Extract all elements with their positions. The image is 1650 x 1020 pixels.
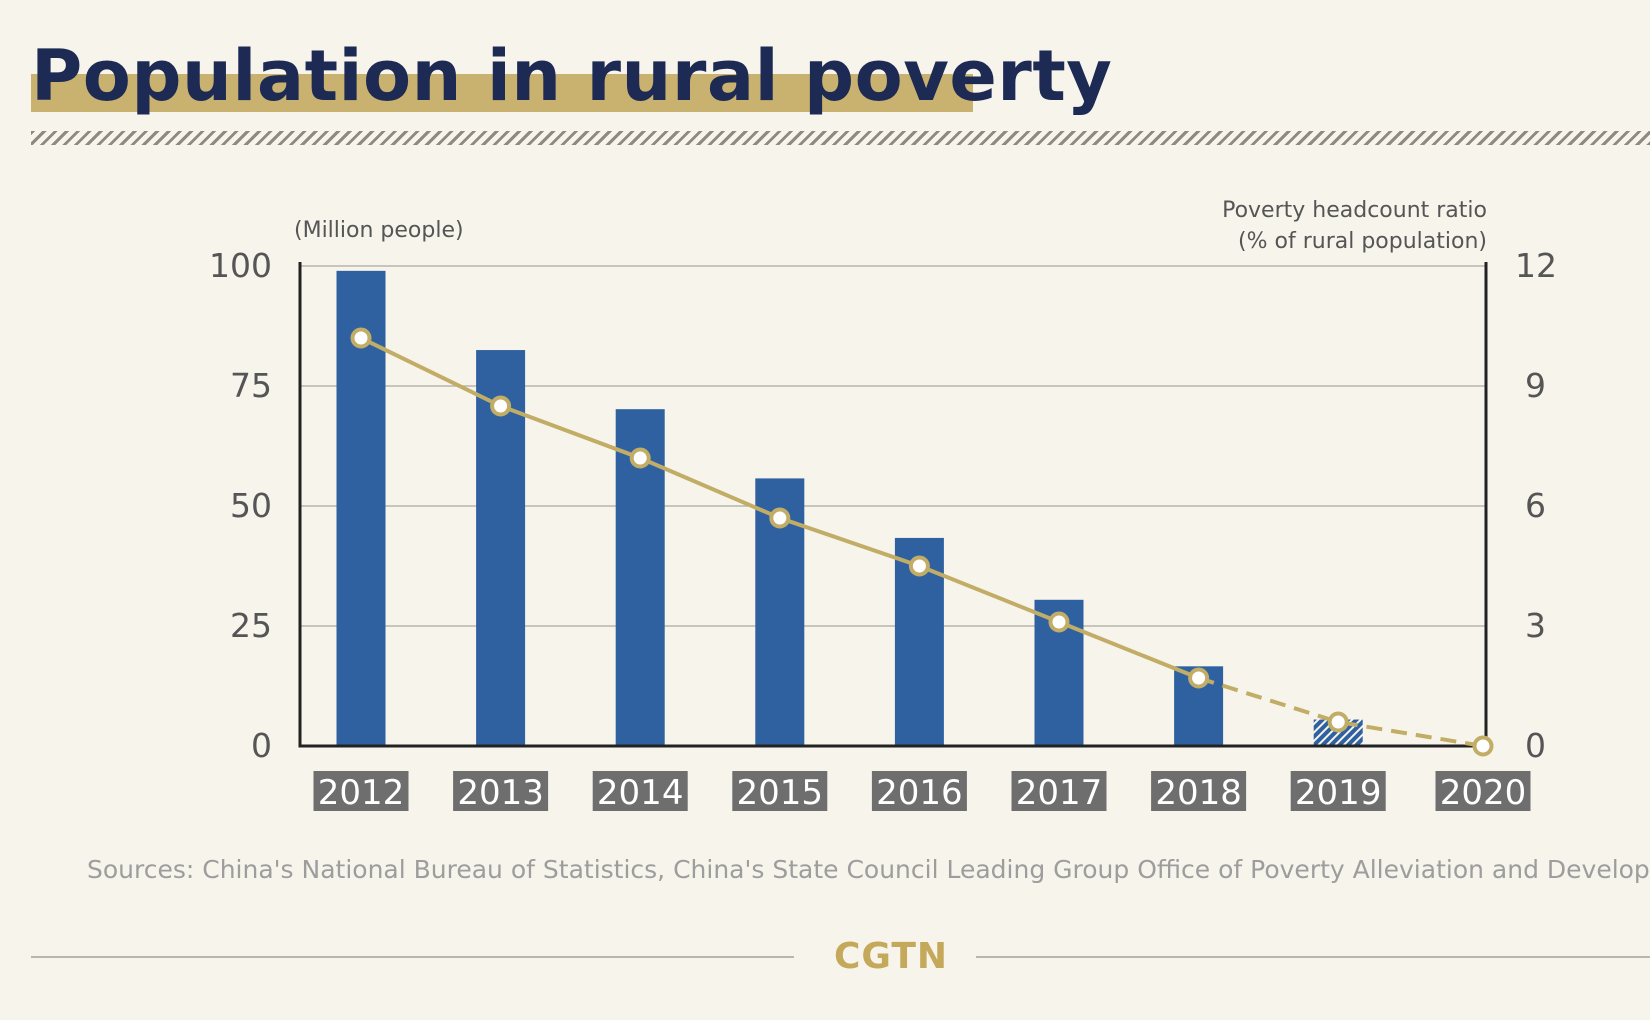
line-point [350, 327, 372, 349]
category-label-bg [1011, 771, 1107, 811]
category-label-bg [1435, 771, 1531, 811]
category-label: 2016 [876, 773, 963, 813]
line-point [1327, 711, 1349, 733]
category-label-bg [592, 771, 688, 811]
bar [336, 270, 386, 746]
chart-title: Population in rural poverty [31, 35, 1113, 117]
line-point [769, 507, 791, 529]
category-label: 2013 [457, 773, 544, 813]
category-label: 2017 [1016, 773, 1103, 813]
left-tick-label: 100 [209, 246, 272, 285]
source-note: Sources: China's National Bureau of Stat… [87, 855, 1650, 884]
left-tick-label: 50 [230, 486, 272, 525]
category-label: 2020 [1440, 773, 1527, 813]
footer-divider-right [976, 956, 1650, 958]
category-label-bg [732, 771, 828, 811]
category-label-bg [871, 771, 967, 811]
right-tick-label: 12 [1515, 246, 1557, 285]
right-tick-label: 9 [1525, 366, 1546, 405]
category-label: 2012 [318, 773, 405, 813]
title-highlight-band [31, 74, 973, 112]
left-tick-label: 75 [230, 366, 272, 405]
line-point [1048, 611, 1070, 633]
line-point [1472, 735, 1494, 757]
right-tick-label: 6 [1525, 486, 1546, 525]
right-axis-title-line-1: Poverty headcount ratio [1222, 198, 1487, 223]
category-label: 2019 [1295, 773, 1382, 813]
footer-divider-left [31, 956, 794, 958]
left-axis-unit-label: (Million people) [294, 218, 464, 243]
category-label-bg [1151, 771, 1247, 811]
category-label: 2015 [737, 773, 824, 813]
right-axis-unit-label: Poverty headcount ratio (% of rural popu… [1222, 195, 1487, 257]
line-point [1188, 667, 1210, 689]
category-label: 2018 [1155, 773, 1242, 813]
hatched-divider [31, 131, 1650, 145]
right-tick-label: 3 [1525, 606, 1546, 645]
left-tick-label: 0 [251, 726, 272, 765]
category-label: 2014 [597, 773, 684, 813]
category-label-bg [313, 771, 409, 811]
right-tick-label: 0 [1525, 726, 1546, 765]
right-axis-title-line-2: (% of rural population) [1238, 229, 1487, 254]
category-label-bg [1290, 771, 1386, 811]
left-tick-label: 25 [230, 606, 272, 645]
category-label-bg [453, 771, 549, 811]
line-point [490, 395, 512, 417]
cgtn-logo: CGTN [834, 936, 949, 977]
line-point [908, 555, 930, 577]
line-point [629, 447, 651, 469]
